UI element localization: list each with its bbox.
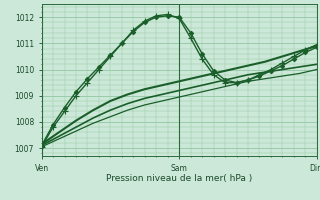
X-axis label: Pression niveau de la mer( hPa ): Pression niveau de la mer( hPa ) [106,174,252,183]
